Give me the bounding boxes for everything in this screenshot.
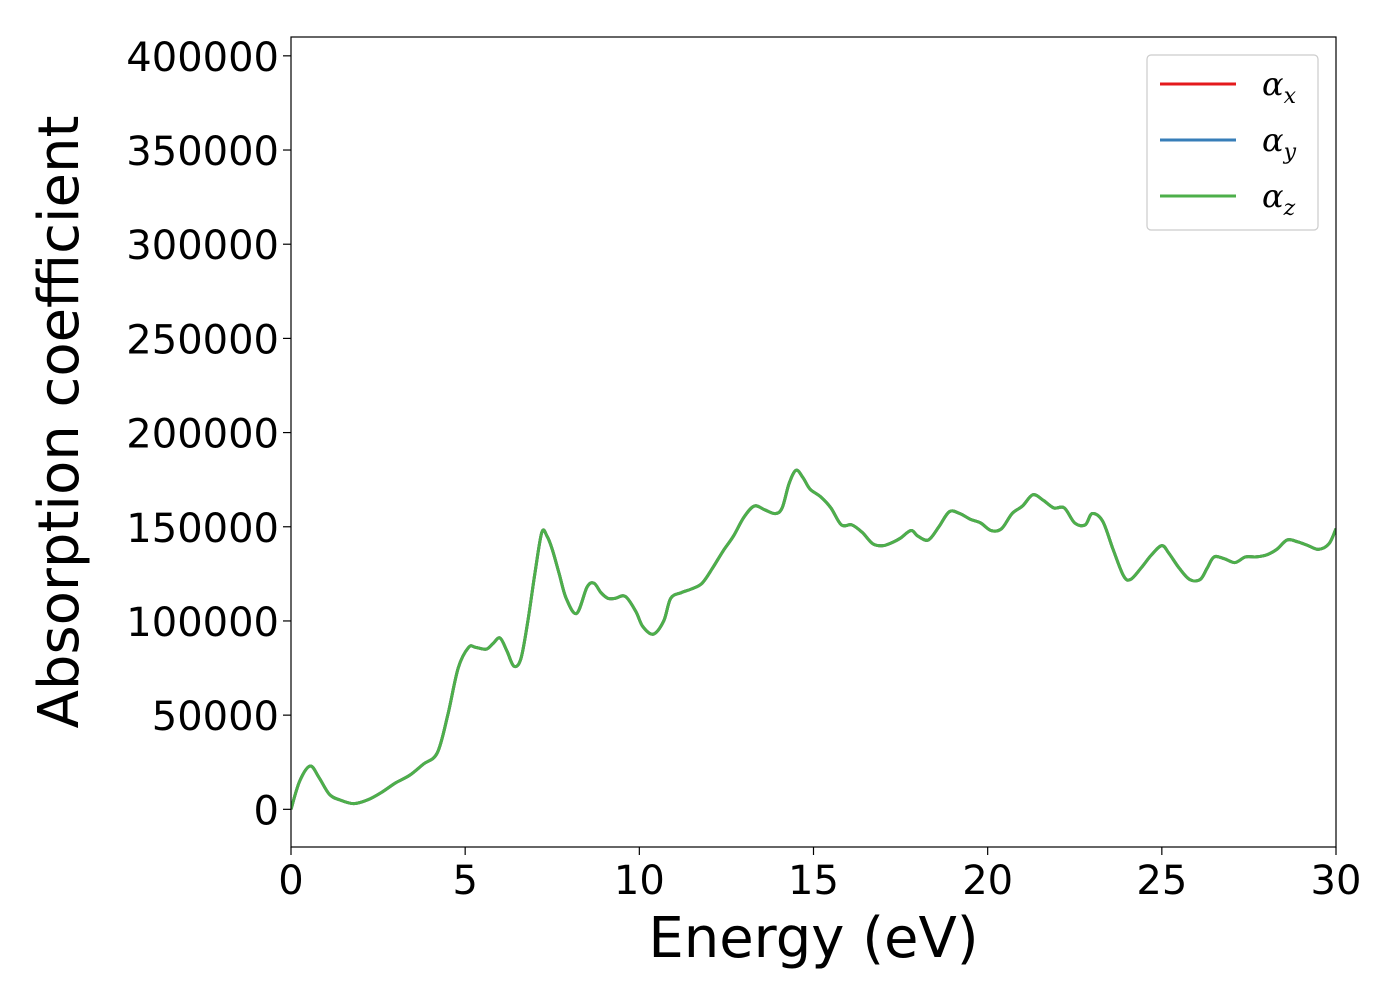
y-tick-label: 250000	[126, 317, 279, 363]
x-tick-label: 30	[1311, 858, 1362, 904]
legend-label: αy	[1262, 121, 1297, 165]
x-tick-label: 25	[1136, 858, 1187, 904]
series-layer	[291, 468, 1336, 810]
x-axis-ticks: 0 5 10 15 20 25 30	[278, 847, 1361, 904]
legend-label: αz	[1262, 177, 1296, 221]
legend-label: αx	[1262, 65, 1297, 109]
series-line-alpha-z	[291, 468, 1336, 810]
y-axis-label: Absorption coefficient	[27, 116, 92, 729]
legend-symbol: α	[1262, 65, 1284, 103]
x-tick-label: 15	[788, 858, 839, 904]
y-tick-label: 200000	[126, 412, 279, 458]
series-line-alpha-y	[291, 468, 1336, 810]
y-axis-ticks: 0 50000 100000 150000 200000 250000 300000 3500…	[126, 35, 291, 834]
y-tick-label: 400000	[126, 35, 279, 81]
legend-subscript: z	[1283, 196, 1296, 221]
legend-subscript: x	[1284, 84, 1297, 109]
y-tick-label: 350000	[126, 129, 279, 175]
legend-symbol: α	[1262, 121, 1284, 159]
y-tick-label: 0	[254, 788, 279, 834]
x-tick-label: 5	[452, 858, 477, 904]
x-axis-label: Energy (eV)	[648, 906, 978, 971]
y-tick-label: 100000	[126, 600, 279, 646]
legend-box	[1146, 54, 1319, 231]
y-tick-label: 300000	[126, 223, 279, 269]
legend-symbol: α	[1262, 177, 1284, 215]
y-tick-label: 150000	[126, 506, 279, 552]
x-tick-label: 0	[278, 858, 303, 904]
x-tick-label: 10	[614, 858, 665, 904]
legend-subscript: y	[1283, 140, 1297, 165]
series-line-alpha-x	[291, 468, 1336, 810]
y-tick-label: 50000	[152, 694, 279, 740]
x-tick-label: 20	[962, 858, 1013, 904]
